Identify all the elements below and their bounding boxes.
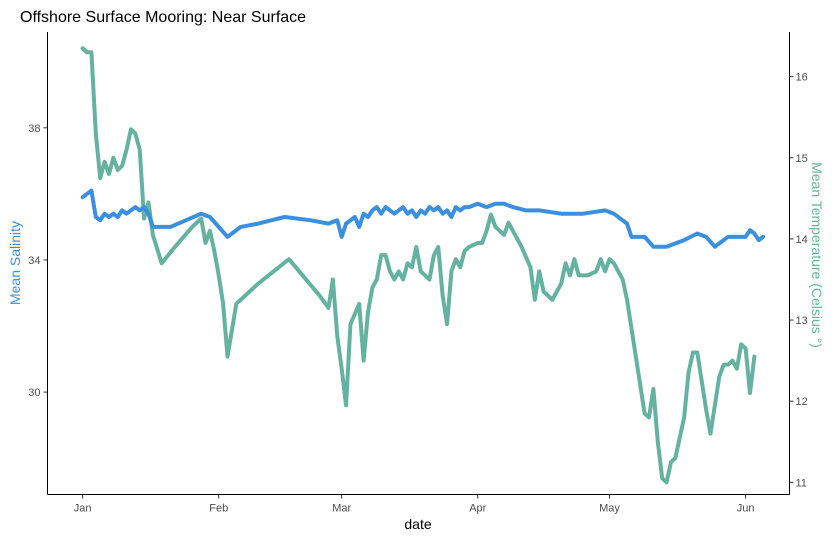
x-tick-label: Apr bbox=[469, 503, 486, 515]
salinity-series-line bbox=[80, 188, 766, 249]
y-right-tick-label: 15 bbox=[796, 153, 808, 165]
y-right-tick-label: 13 bbox=[796, 315, 808, 327]
chart-title: Offshore Surface Mooring: Near Surface bbox=[20, 9, 306, 26]
x-axis-title: date bbox=[404, 516, 431, 532]
y-left-tick-label: 38 bbox=[28, 123, 40, 135]
x-tick-label: Jan bbox=[74, 503, 92, 515]
x-tick-label: May bbox=[599, 503, 620, 515]
x-tick-label: Jun bbox=[737, 503, 755, 515]
temperature-series-line bbox=[80, 46, 757, 485]
y-left-tick-label: 34 bbox=[28, 255, 40, 267]
y-right-tick-label: 11 bbox=[796, 477, 807, 489]
y-right-tick-label: 12 bbox=[796, 396, 808, 408]
x-tick-label: Feb bbox=[209, 503, 228, 515]
x-axis-ticks: Jan Feb Mar Apr May Jun bbox=[74, 494, 755, 515]
x-tick-label: Mar bbox=[332, 503, 351, 515]
y-left-axis-title: Mean Salinity bbox=[7, 221, 23, 305]
y-right-tick-label: 16 bbox=[796, 72, 808, 84]
y-right-tick-label: 14 bbox=[796, 234, 808, 246]
right-axis-ticks: 11 12 13 14 15 16 bbox=[789, 72, 808, 489]
y-right-axis-title: Mean Temperature (Celsius °) bbox=[809, 162, 825, 348]
y-left-tick-label: 30 bbox=[28, 387, 40, 399]
left-axis-ticks: 30 34 38 bbox=[28, 123, 48, 399]
series-group bbox=[80, 46, 766, 485]
